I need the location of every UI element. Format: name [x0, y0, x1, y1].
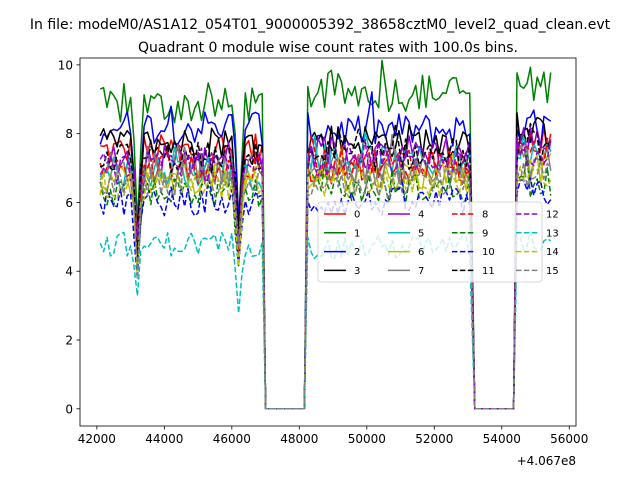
x-tick-label: 42000 — [78, 432, 116, 446]
legend-label-10: 10 — [482, 247, 495, 258]
legend-label-1: 1 — [354, 228, 360, 239]
y-tick-label: 6 — [65, 196, 73, 210]
legend-label-6: 6 — [418, 247, 424, 258]
y-tick-label: 2 — [65, 334, 73, 348]
x-tick-label: 50000 — [348, 432, 386, 446]
x-tick-label: 56000 — [550, 432, 588, 446]
x-offset-label: +4.067e8 — [517, 454, 576, 468]
y-tick-label: 8 — [65, 127, 73, 141]
legend-label-12: 12 — [546, 210, 559, 221]
series-line-1 — [99, 59, 552, 410]
x-axis: 42000 44000 46000 48000 50000 52000 54000 56000 — [78, 426, 588, 446]
legend-label-13: 13 — [546, 228, 559, 239]
legend-label-2: 2 — [354, 247, 360, 258]
chart-title: Quadrant 0 module wise count rates with … — [138, 40, 518, 56]
legend-label-4: 4 — [418, 210, 424, 221]
plot-frame — [79, 57, 577, 427]
figure-suptitle: In file: modeM0/AS1A12_054T01_9000005392… — [30, 17, 611, 33]
y-tick-label: 0 — [65, 402, 73, 416]
series-line-12 — [99, 137, 552, 410]
series-line-14 — [99, 159, 552, 410]
x-tick-label: 46000 — [213, 432, 251, 446]
x-tick-label: 52000 — [415, 432, 453, 446]
legend-label-0: 0 — [354, 210, 360, 221]
x-tick-label: 44000 — [145, 432, 183, 446]
x-tick-label: 48000 — [280, 432, 318, 446]
legend-label-5: 5 — [418, 228, 424, 239]
legend-label-8: 8 — [482, 210, 488, 221]
legend-label-15: 15 — [546, 266, 559, 277]
y-axis: 0 2 4 6 8 10 — [58, 58, 80, 416]
legend-label-7: 7 — [418, 266, 424, 277]
legend-label-11: 11 — [482, 266, 495, 277]
legend-label-9: 9 — [482, 228, 488, 239]
legend-box — [317, 201, 543, 283]
y-tick-label: 10 — [58, 58, 73, 72]
series-line-15 — [99, 144, 552, 410]
legend-label-3: 3 — [354, 266, 360, 277]
legend-label-14: 14 — [546, 247, 559, 258]
y-tick-label: 4 — [65, 265, 73, 279]
x-tick-label: 54000 — [483, 432, 521, 446]
series-line-9 — [99, 154, 552, 410]
